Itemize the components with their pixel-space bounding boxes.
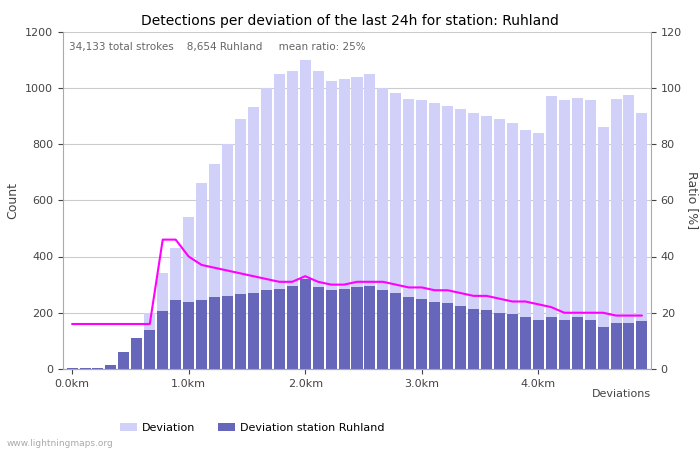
Bar bbox=[365, 286, 375, 369]
Bar bbox=[416, 100, 427, 369]
Bar bbox=[468, 309, 479, 369]
Text: Detections per deviation of the last 24h for station: Ruhland: Detections per deviation of the last 24h… bbox=[141, 14, 559, 27]
Bar bbox=[377, 88, 388, 369]
Bar bbox=[610, 99, 622, 369]
Bar bbox=[468, 113, 479, 369]
Bar bbox=[636, 113, 648, 369]
Bar bbox=[144, 329, 155, 369]
Bar bbox=[429, 302, 440, 369]
Bar bbox=[351, 288, 363, 369]
Bar bbox=[442, 303, 453, 369]
Bar bbox=[235, 119, 246, 369]
Bar bbox=[326, 81, 337, 369]
Bar bbox=[429, 103, 440, 369]
Y-axis label: Count: Count bbox=[6, 182, 20, 219]
Bar bbox=[559, 320, 570, 369]
Text: Deviations: Deviations bbox=[592, 389, 651, 399]
Bar bbox=[533, 133, 544, 369]
Bar bbox=[144, 313, 155, 369]
Bar bbox=[132, 338, 142, 369]
Bar bbox=[494, 119, 505, 369]
Bar bbox=[598, 327, 608, 369]
Bar bbox=[391, 94, 401, 369]
Bar bbox=[507, 314, 518, 369]
Bar bbox=[183, 217, 194, 369]
Bar bbox=[222, 144, 233, 369]
Bar bbox=[222, 296, 233, 369]
Bar bbox=[442, 106, 453, 369]
Bar bbox=[209, 164, 220, 369]
Bar bbox=[106, 365, 116, 369]
Bar bbox=[274, 289, 285, 369]
Bar bbox=[196, 300, 207, 369]
Bar bbox=[300, 279, 311, 369]
Bar bbox=[533, 320, 544, 369]
Text: 34,133 total strokes    8,654 Ruhland     mean ratio: 25%: 34,133 total strokes 8,654 Ruhland mean … bbox=[69, 42, 365, 52]
Bar bbox=[248, 108, 259, 369]
Bar bbox=[559, 100, 570, 369]
Bar bbox=[546, 96, 556, 369]
Bar bbox=[209, 297, 220, 369]
Bar bbox=[261, 88, 272, 369]
Bar bbox=[313, 71, 323, 369]
Bar bbox=[416, 299, 427, 369]
Text: www.lightningmaps.org: www.lightningmaps.org bbox=[7, 439, 113, 448]
Bar bbox=[66, 368, 78, 369]
Bar bbox=[598, 127, 608, 369]
Bar bbox=[624, 95, 634, 369]
Bar bbox=[403, 297, 414, 369]
Bar bbox=[351, 76, 363, 369]
Bar bbox=[584, 320, 596, 369]
Bar bbox=[170, 300, 181, 369]
Bar bbox=[610, 323, 622, 369]
Bar bbox=[546, 317, 556, 369]
Bar bbox=[624, 323, 634, 369]
Legend: Percentage station Ruhland: Percentage station Ruhland bbox=[116, 446, 301, 450]
Bar bbox=[481, 310, 492, 369]
Bar bbox=[106, 365, 116, 369]
Bar bbox=[118, 352, 130, 369]
Bar bbox=[287, 71, 298, 369]
Bar bbox=[313, 288, 323, 369]
Bar bbox=[66, 368, 78, 369]
Bar bbox=[494, 313, 505, 369]
Bar bbox=[455, 306, 466, 369]
Bar bbox=[391, 293, 401, 369]
Bar bbox=[300, 59, 311, 369]
Bar bbox=[261, 290, 272, 369]
Bar bbox=[158, 273, 168, 369]
Bar bbox=[248, 293, 259, 369]
Bar bbox=[377, 290, 388, 369]
Bar bbox=[132, 338, 142, 369]
Bar bbox=[481, 116, 492, 369]
Bar bbox=[455, 109, 466, 369]
Bar bbox=[584, 100, 596, 369]
Bar bbox=[196, 184, 207, 369]
Bar bbox=[183, 302, 194, 369]
Bar bbox=[326, 290, 337, 369]
Bar bbox=[287, 286, 298, 369]
Bar bbox=[520, 130, 531, 369]
Bar bbox=[365, 74, 375, 369]
Bar bbox=[170, 248, 181, 369]
Y-axis label: Ratio [%]: Ratio [%] bbox=[685, 171, 699, 230]
Bar bbox=[274, 74, 285, 369]
Bar bbox=[572, 317, 582, 369]
Bar bbox=[339, 79, 349, 369]
Bar bbox=[403, 99, 414, 369]
Bar bbox=[572, 98, 582, 369]
Bar bbox=[339, 289, 349, 369]
Bar bbox=[118, 352, 130, 369]
Bar bbox=[520, 317, 531, 369]
Bar bbox=[507, 123, 518, 369]
Bar bbox=[158, 311, 168, 369]
Bar bbox=[235, 294, 246, 369]
Bar bbox=[636, 321, 648, 369]
